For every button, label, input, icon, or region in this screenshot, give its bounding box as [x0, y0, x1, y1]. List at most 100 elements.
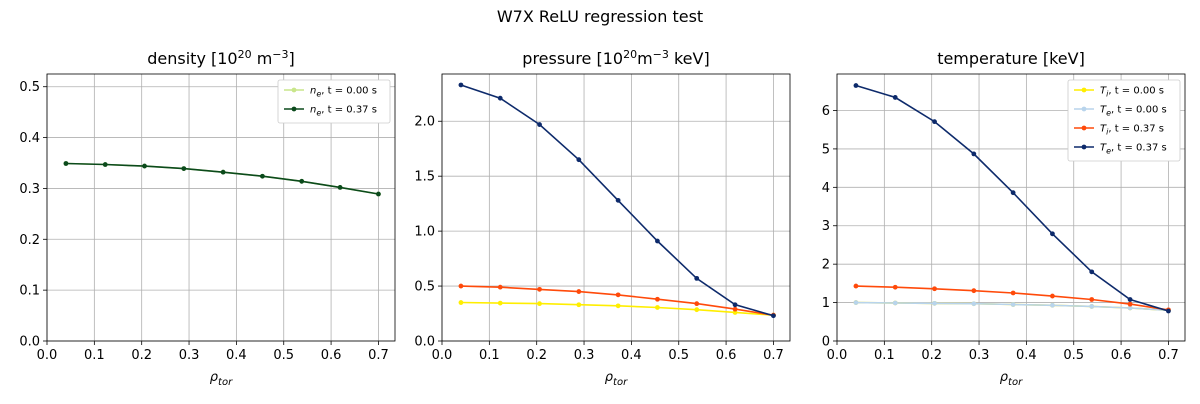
data-point	[971, 151, 977, 157]
legend: Ti, t = 0.00 sTe, t = 0.00 sTi, t = 0.37…	[1067, 79, 1181, 162]
x-axis-label-text: ρ	[605, 370, 614, 385]
data-point	[260, 173, 265, 179]
data-point	[655, 238, 660, 244]
title-text: ]	[289, 49, 295, 68]
data-point	[892, 95, 898, 100]
x-axis-label-text: ρ	[210, 370, 219, 385]
title-superscript: −3	[653, 48, 669, 61]
x-axis-label: ρtor	[605, 370, 628, 388]
y-tick-label: 2.0	[414, 115, 435, 130]
legend-frame	[1067, 79, 1181, 162]
x-axis-label: ρtor	[210, 370, 233, 388]
plot-frame	[836, 73, 1186, 342]
legend-subscript: i	[1106, 90, 1109, 99]
x-tick-label: 0.4	[226, 348, 247, 363]
x-tick-label: 0.3	[574, 348, 595, 363]
legend-subscript: e	[1106, 109, 1111, 118]
x-tick-label: 0.5	[668, 348, 689, 363]
data-point	[376, 191, 381, 197]
y-tick-label: 0.3	[19, 182, 40, 197]
data-point	[1089, 297, 1095, 302]
y-tick-label: 5	[822, 142, 830, 157]
title-text: keV]	[669, 49, 710, 68]
legend: ne, t = 0.00 s ne, t = 0.37 s	[277, 79, 391, 124]
y-tick-label: 0.1	[19, 284, 40, 299]
data-point	[932, 286, 937, 292]
y-tick-label: 3	[822, 219, 830, 234]
y-tick-label: 4	[822, 181, 830, 196]
x-tick-label: 0.1	[479, 348, 500, 363]
y-tick-label: 0.5	[414, 280, 435, 295]
data-point	[458, 82, 464, 88]
x-tick-label: 0.0	[432, 348, 453, 363]
legend-entry-label: Ti, t = 0.00 s	[1100, 86, 1164, 99]
x-tick-label: 0.0	[827, 348, 848, 363]
data-point	[971, 288, 977, 294]
legend-swatch-marker	[291, 87, 297, 93]
legend-entry-label: Te, t = 0.37 s	[1100, 143, 1167, 156]
data-point	[853, 83, 859, 88]
data-point	[497, 95, 503, 101]
data-point	[102, 162, 108, 167]
x-tick-label: 0.7	[368, 348, 389, 363]
title-superscript: −3	[272, 48, 288, 61]
x-axis-label: ρtor	[1000, 370, 1023, 388]
data-point	[694, 301, 700, 307]
y-tick-label: 6	[822, 104, 830, 119]
legend-swatch-marker	[1081, 106, 1087, 112]
legend-symbol: T	[1100, 143, 1107, 154]
data-point	[615, 292, 621, 298]
data-point	[1127, 305, 1133, 311]
x-tick-label: 0.1	[84, 348, 105, 363]
data-point	[537, 286, 542, 292]
legend-symbol: T	[1100, 86, 1107, 97]
legend-entry-label: ne, t = 0.00 s	[310, 86, 377, 99]
x-tick-label: 0.5	[1063, 348, 1084, 363]
data-point	[458, 283, 464, 289]
data-point	[458, 300, 464, 305]
data-point	[337, 185, 343, 190]
data-point	[1050, 302, 1055, 308]
data-point	[576, 289, 582, 294]
x-tick-label: 0.6	[1111, 348, 1132, 363]
data-point	[576, 302, 582, 308]
x-axis-label-subscript: tor	[218, 377, 233, 388]
x-tick-label: 0.3	[969, 348, 990, 363]
y-tick-label: 0.5	[19, 80, 40, 95]
data-point	[537, 122, 542, 127]
legend-text: , t = 0.37 s	[1108, 124, 1164, 135]
y-tick-label: 0.0	[19, 335, 40, 350]
chart-title: temperature [keV]	[937, 49, 1085, 68]
data-point	[220, 169, 226, 175]
title-text: temperature [keV]	[937, 49, 1085, 68]
legend-symbol: n	[310, 105, 316, 116]
chart-title: density [1020 m−3]	[147, 48, 295, 68]
data-point	[1127, 297, 1133, 302]
title-text: density [10	[147, 49, 237, 68]
data-point	[497, 300, 503, 306]
data-point	[771, 313, 776, 319]
data-point	[497, 284, 503, 290]
y-tick-label: 1	[822, 296, 830, 311]
legend-subscript: i	[1106, 128, 1109, 137]
data-point	[1050, 231, 1055, 237]
x-axis-label-text: ρ	[1000, 370, 1009, 385]
x-tick-label: 0.6	[321, 348, 342, 363]
legend-text: , t = 0.00 s	[1108, 86, 1164, 97]
legend-subscript: e	[316, 90, 321, 99]
data-point	[63, 161, 69, 166]
y-tick-label: 1.5	[414, 170, 435, 185]
data-point	[1010, 190, 1016, 196]
title-superscript: 20	[623, 48, 637, 61]
chart-title: pressure [1020m−3 keV]	[522, 48, 709, 68]
data-point	[181, 166, 187, 171]
data-point	[655, 296, 660, 302]
data-point	[1089, 269, 1095, 275]
data-point	[732, 302, 738, 308]
figure-suptitle: W7X ReLU regression test	[497, 7, 703, 26]
chart-panel-1: 0.0 0.1 0.2 0.3 0.4 0.5 0.6 0.7 0.0 0.1 0.2 0.3 0.4 0…	[19, 48, 396, 388]
legend-entry-label: ne, t = 0.37 s	[310, 105, 377, 118]
x-tick-label: 0.0	[37, 348, 58, 363]
data-point	[1166, 308, 1171, 314]
